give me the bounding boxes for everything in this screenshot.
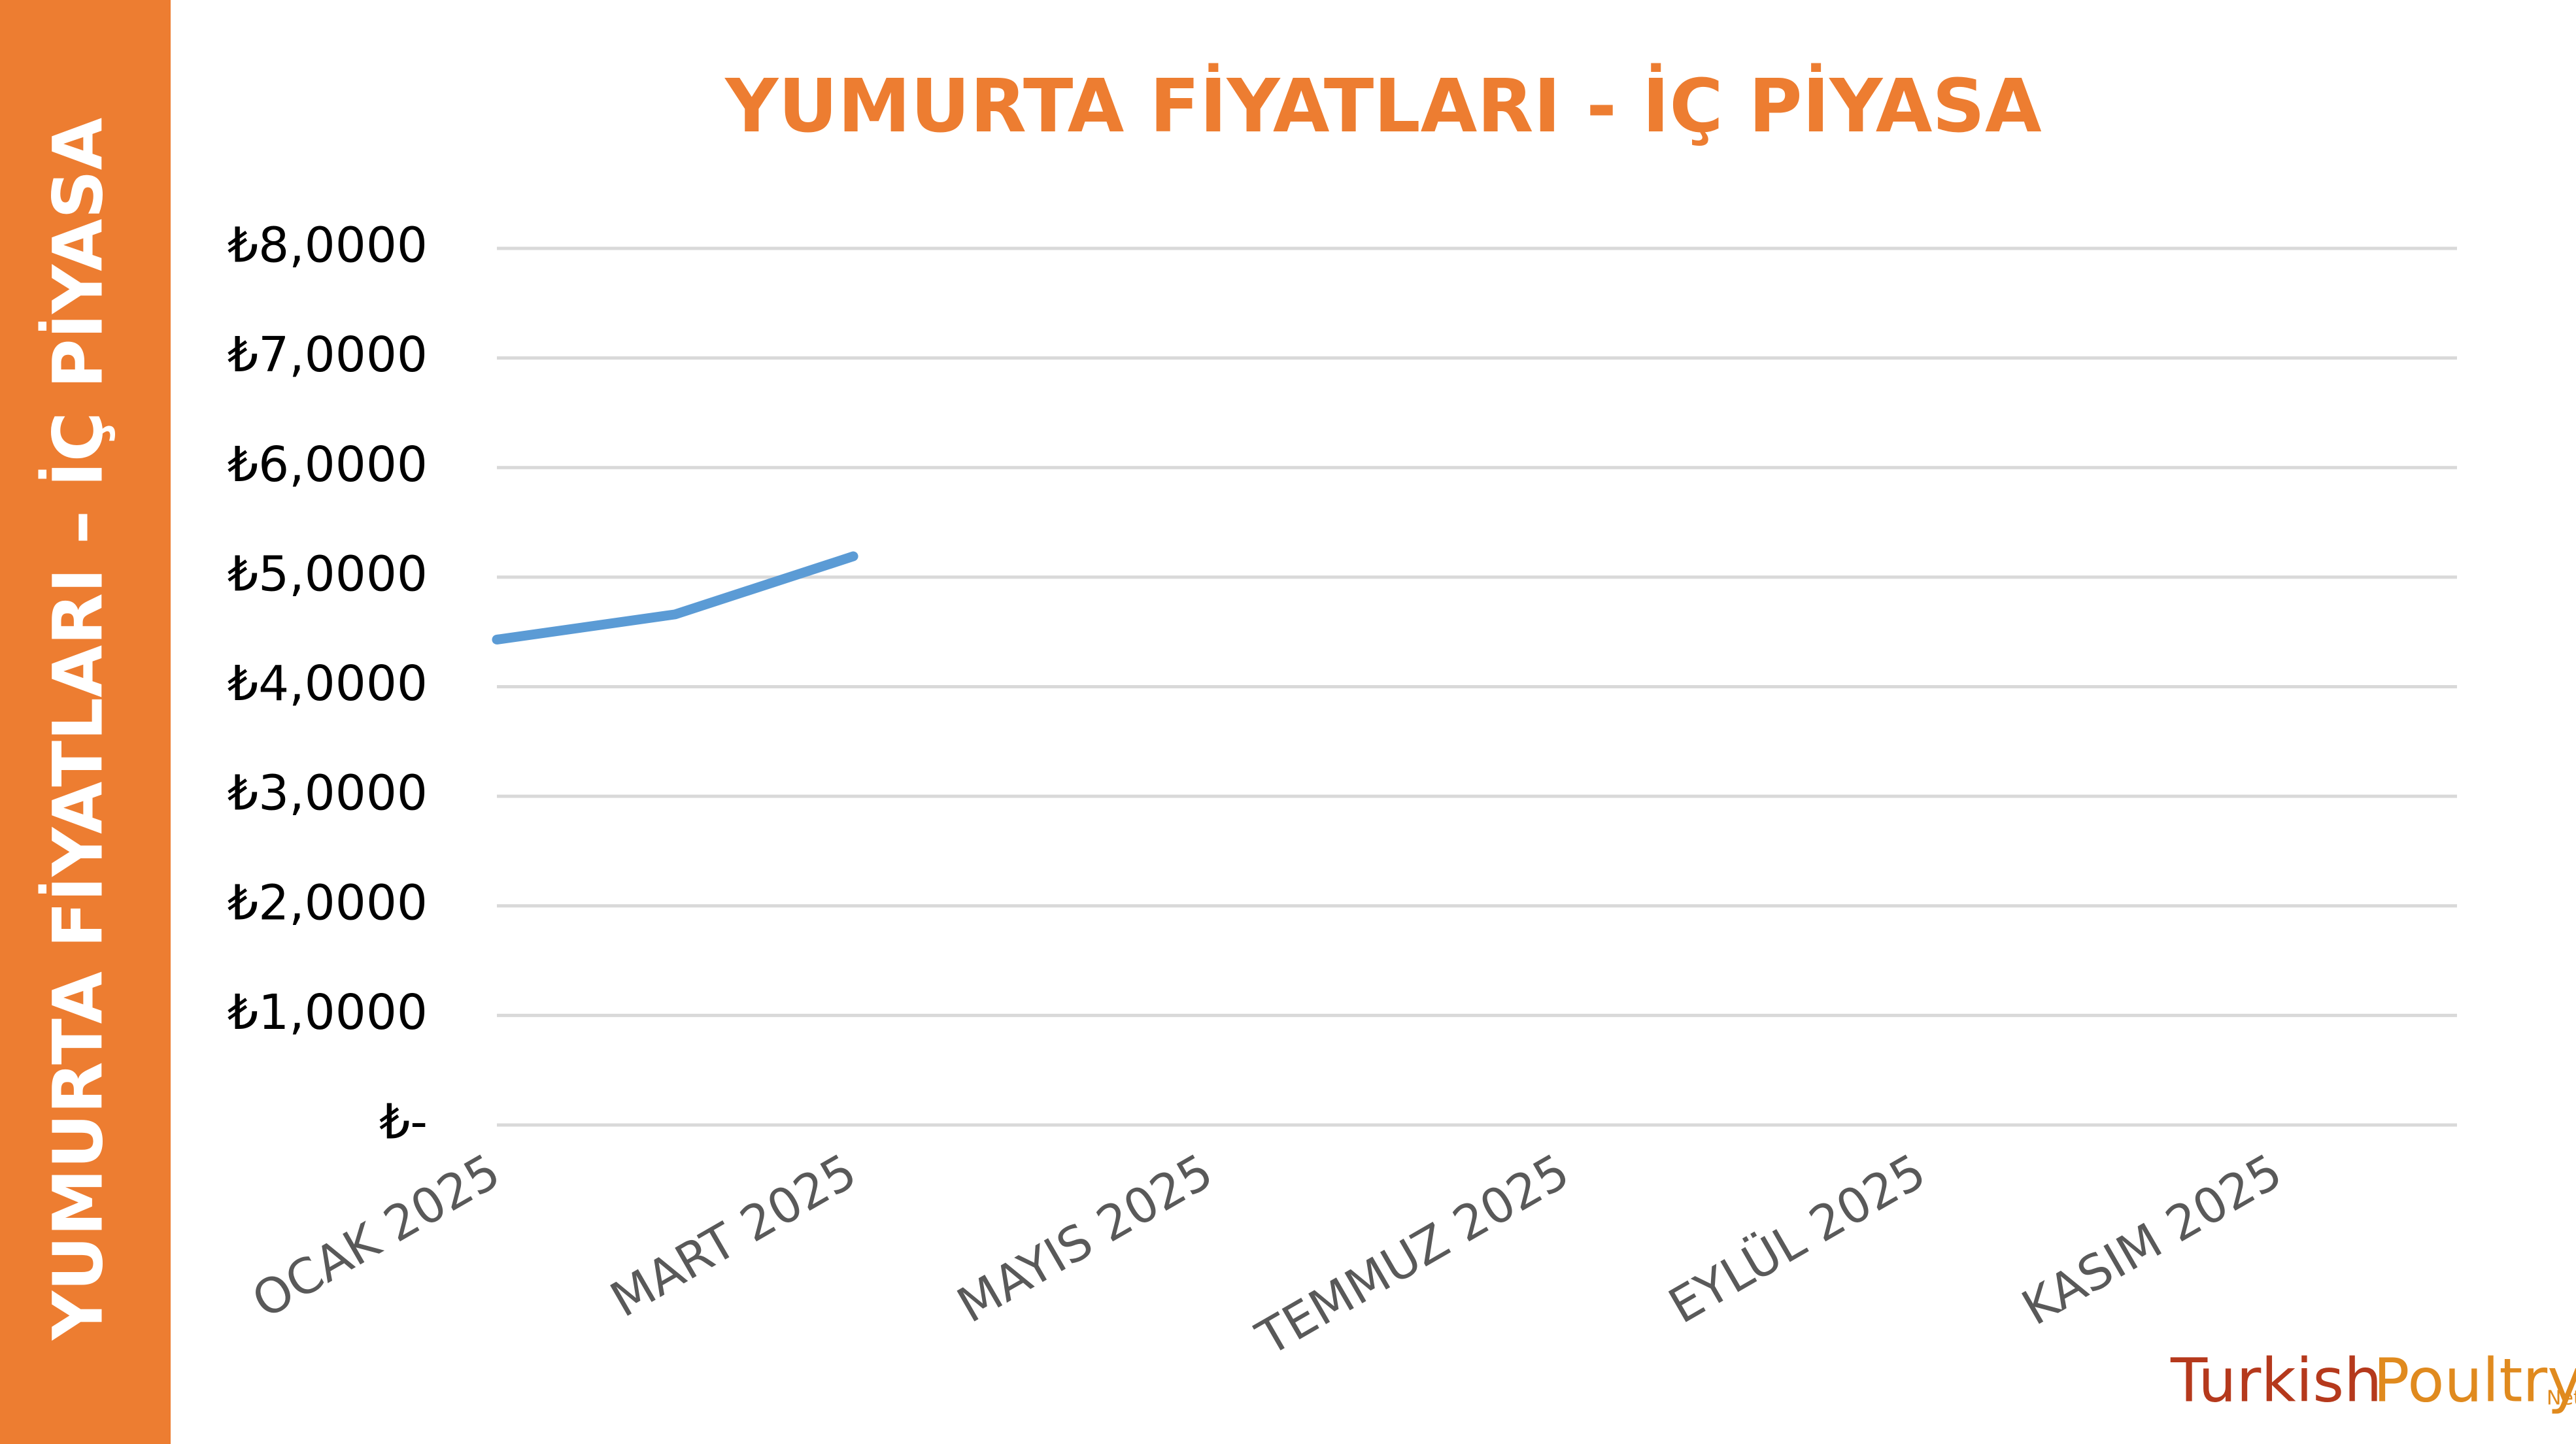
logo-word: Poultry <box>2373 1345 2576 1415</box>
sidebar-title: YUMURTA FİYATLARI – İÇ PİYASA <box>38 118 118 1341</box>
y-tick-label: ₺4,0000 <box>228 656 428 712</box>
y-tick-label: ₺- <box>379 1094 428 1150</box>
logo-suffix: Net <box>2547 1387 2576 1410</box>
x-tick-label: EYLÜL 2025 <box>1659 1143 1935 1335</box>
y-tick-label: ₺6,0000 <box>228 437 428 493</box>
sidebar <box>0 0 171 1444</box>
x-tick-label: MAYIS 2025 <box>948 1143 1222 1334</box>
y-tick-label: ₺7,0000 <box>228 327 428 383</box>
y-tick-label: ₺2,0000 <box>228 875 428 931</box>
x-tick-label: KASIM 2025 <box>2013 1143 2292 1337</box>
y-tick-label: ₺3,0000 <box>228 765 428 822</box>
logo-word: Turkish <box>2170 1345 2382 1415</box>
y-tick-label: ₺8,0000 <box>228 218 428 274</box>
x-tick-label: OCAK 2025 <box>243 1143 510 1330</box>
logo: Turkish Poultry Net <box>2170 1345 2576 1415</box>
x-tick-label: MART 2025 <box>602 1143 866 1328</box>
x-tick-label: TEMMUZ 2025 <box>1247 1143 1578 1368</box>
data-line <box>492 551 858 645</box>
y-tick-label: ₺5,0000 <box>228 546 428 602</box>
chart-title: YUMURTA FİYATLARI - İÇ PİYASA <box>724 63 2042 149</box>
y-tick-label: ₺1,0000 <box>228 984 428 1041</box>
